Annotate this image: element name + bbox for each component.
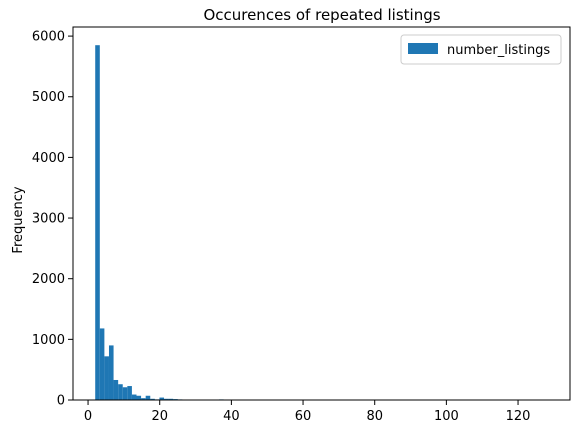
histogram-bars bbox=[95, 45, 554, 400]
y-tick-label: 5000 bbox=[32, 90, 65, 105]
histogram-bar bbox=[104, 356, 109, 400]
histogram-bar bbox=[136, 396, 141, 400]
histogram-bar bbox=[146, 396, 151, 400]
x-axis-ticks: 0 20 40 60 80 100 120 bbox=[84, 400, 531, 424]
x-tick-label: 60 bbox=[295, 409, 312, 424]
x-tick-label: 120 bbox=[506, 409, 531, 424]
legend: number_listings bbox=[401, 35, 561, 64]
histogram-bar bbox=[100, 328, 105, 400]
legend-swatch bbox=[408, 43, 438, 54]
histogram-bar bbox=[127, 386, 132, 400]
x-tick-label: 0 bbox=[84, 409, 92, 424]
y-axis-label: Frequency bbox=[11, 186, 26, 253]
chart-title: Occurences of repeated listings bbox=[203, 6, 440, 24]
y-axis-ticks: 0 1000 2000 3000 4000 5000 6000 bbox=[32, 30, 73, 409]
histogram-bar bbox=[118, 384, 123, 400]
x-tick-label: 20 bbox=[151, 409, 168, 424]
x-tick-label: 80 bbox=[366, 409, 383, 424]
histogram-bar bbox=[123, 387, 128, 400]
histogram-bar bbox=[95, 45, 100, 400]
histogram-bar bbox=[109, 345, 114, 400]
y-tick-label: 6000 bbox=[32, 30, 65, 45]
y-tick-label: 0 bbox=[57, 394, 65, 409]
y-tick-label: 3000 bbox=[32, 212, 65, 227]
y-tick-label: 4000 bbox=[32, 151, 65, 166]
y-tick-label: 2000 bbox=[32, 272, 65, 287]
x-tick-label: 40 bbox=[223, 409, 240, 424]
histogram-bar bbox=[132, 395, 137, 400]
histogram-bar bbox=[114, 380, 119, 400]
y-tick-label: 1000 bbox=[32, 333, 65, 348]
x-tick-label: 100 bbox=[434, 409, 459, 424]
plot-frame bbox=[73, 27, 570, 400]
legend-label: number_listings bbox=[447, 43, 550, 58]
